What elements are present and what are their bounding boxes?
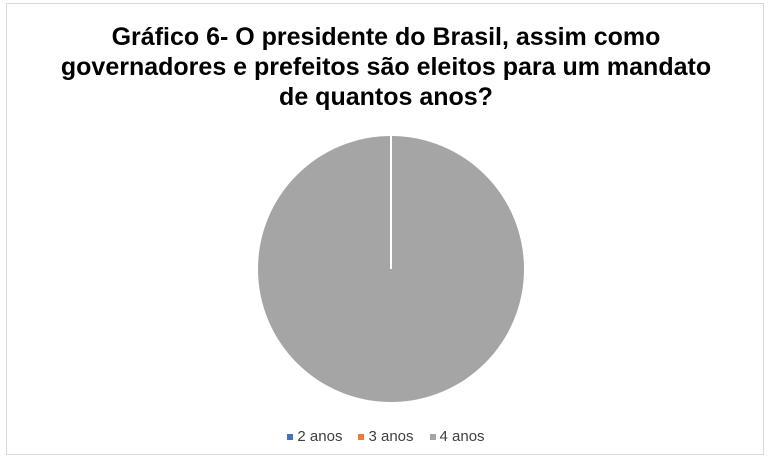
legend: 2 anos 3 anos 4 anos (0, 428, 772, 445)
legend-swatch (287, 433, 294, 440)
legend-label: 2 anos (297, 428, 343, 445)
legend-item-3-anos: 3 anos (358, 428, 414, 445)
chart-title: Gráfico 6- O presidente do Brasil, assim… (60, 23, 712, 111)
legend-swatch (429, 433, 436, 440)
legend-swatch (358, 433, 365, 440)
legend-item-4-anos: 4 anos (429, 428, 485, 445)
legend-label: 4 anos (439, 428, 485, 445)
legend-label: 3 anos (368, 428, 414, 445)
legend-item-2-anos: 2 anos (287, 428, 342, 445)
